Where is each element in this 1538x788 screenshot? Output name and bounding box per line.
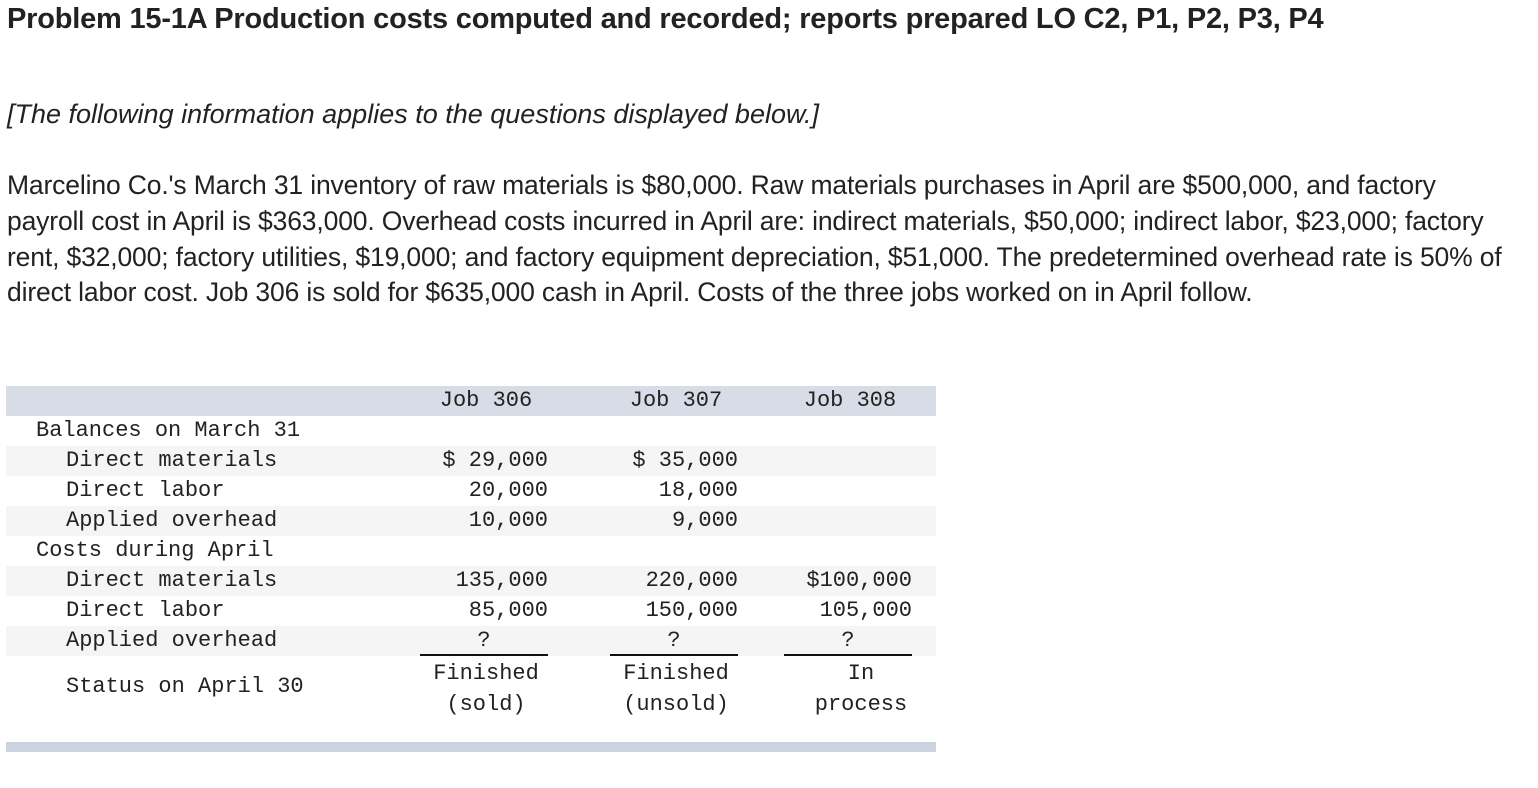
status-job-306: Finished (sold) <box>433 661 539 717</box>
cell-job-308: ? <box>841 628 855 653</box>
total-underline <box>610 654 738 656</box>
job-cost-table: Job 306 Job 307 Job 308 Balances on Marc… <box>6 386 936 752</box>
cell-job-306: 20,000 <box>468 478 548 503</box>
cell-job-306: $ 29,000 <box>442 448 548 473</box>
section-header-row: Balances on March 31 <box>6 416 936 446</box>
status-row: Status on April 30 Finished (sold) Finis… <box>6 656 936 728</box>
cell-job-307: $ 35,000 <box>632 448 738 473</box>
cell-job-307: 150,000 <box>645 598 738 623</box>
table-row: Applied overhead ? ? ? <box>6 626 936 656</box>
cell-job-306: 85,000 <box>468 598 548 623</box>
table-row: Direct materials $ 29,000 $ 35,000 <box>6 446 936 476</box>
total-underline <box>420 654 548 656</box>
cell-job-308: 105,000 <box>819 598 912 623</box>
cell-job-307: 9,000 <box>671 508 738 533</box>
cell-job-306: 135,000 <box>455 568 548 593</box>
column-header-job-308: Job 308 <box>803 388 897 413</box>
table-row: Direct labor 85,000 150,000 105,000 <box>6 596 936 626</box>
section-label-balances: Balances on March 31 <box>36 418 301 443</box>
row-label: Direct materials <box>66 448 278 473</box>
cell-job-307: 18,000 <box>658 478 738 503</box>
cell-job-306: 10,000 <box>468 508 548 533</box>
row-label: Applied overhead <box>66 628 278 653</box>
row-label: Direct materials <box>66 568 278 593</box>
table-footer-bar <box>6 742 936 752</box>
problem-description: Marcelino Co.'s March 31 inventory of ra… <box>7 170 1502 308</box>
problem-title: Problem 15-1A Production costs computed … <box>7 3 1324 35</box>
status-label: Status on April 30 <box>66 674 304 699</box>
table-row: Direct labor 20,000 18,000 <box>6 476 936 506</box>
column-header-job-306: Job 306 <box>439 388 533 413</box>
cell-job-307: 220,000 <box>645 568 738 593</box>
column-header-job-307: Job 307 <box>629 388 723 413</box>
row-label: Direct labor <box>66 598 225 623</box>
cell-job-308: $100,000 <box>806 568 912 593</box>
section-label-costs-april: Costs during April <box>36 538 274 563</box>
total-underline <box>784 654 912 656</box>
status-job-308: In process <box>814 661 908 717</box>
intro-note: [The following information applies to th… <box>7 99 819 129</box>
row-label: Applied overhead <box>66 508 278 533</box>
table-header-row: Job 306 Job 307 Job 308 <box>6 386 936 416</box>
table-row: Direct materials 135,000 220,000 $100,00… <box>6 566 936 596</box>
section-header-row: Costs during April <box>6 536 936 566</box>
table-row: Applied overhead 10,000 9,000 <box>6 506 936 536</box>
cell-job-307: ? <box>667 628 681 653</box>
status-job-307: Finished (unsold) <box>623 661 729 717</box>
row-label: Direct labor <box>66 478 225 503</box>
cell-job-306: ? <box>477 628 491 653</box>
